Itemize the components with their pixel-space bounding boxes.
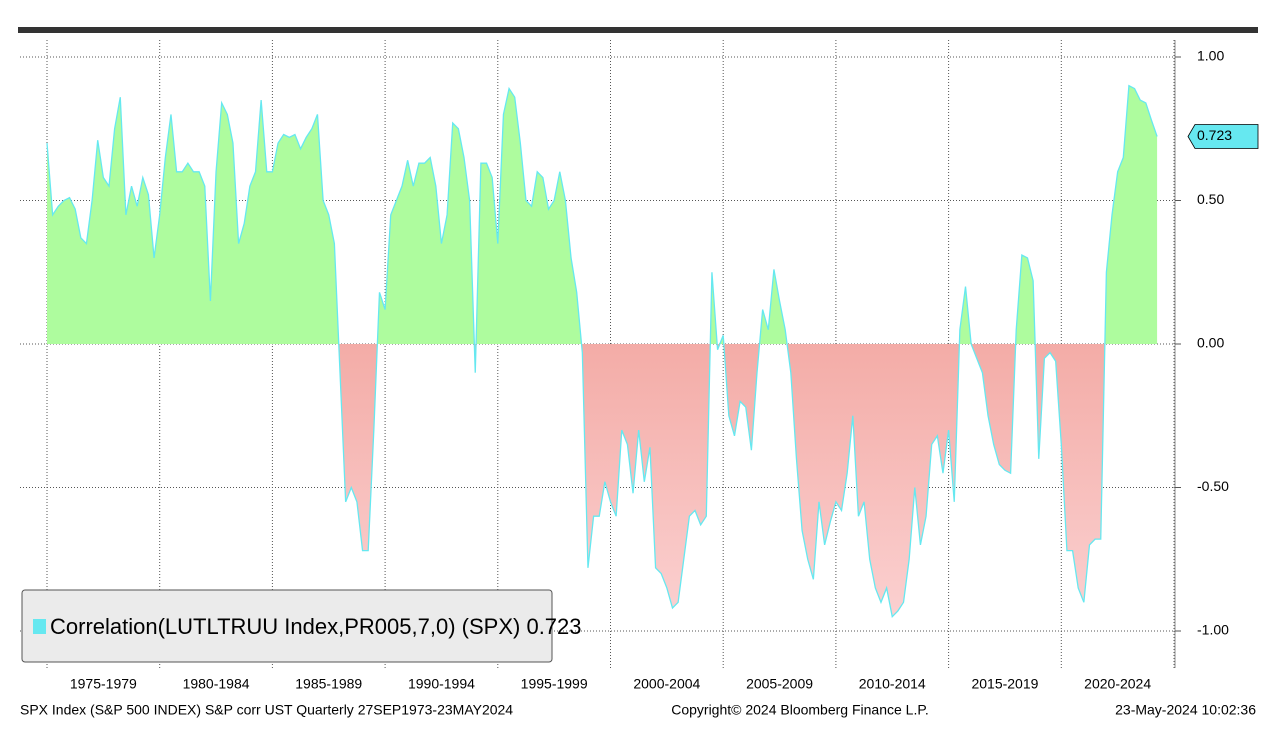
last-value-box xyxy=(1187,124,1259,149)
x-tick-label: 2015-2019 xyxy=(971,676,1038,692)
legend-name: Correlation(LUTLTRUU Index,PR005,7,0) (S… xyxy=(50,614,520,639)
x-tick-label: 2000-2004 xyxy=(633,676,700,692)
y-tick-label: -1.00 xyxy=(1197,622,1229,638)
footer-left: SPX Index (S&P 500 INDEX) S&P corr UST Q… xyxy=(20,702,513,718)
top-bar xyxy=(18,27,1258,33)
y-tick-label: 1.00 xyxy=(1197,48,1224,64)
area-positive xyxy=(47,85,1158,344)
last-value-label: 0.723 xyxy=(1197,127,1232,143)
y-tick-label: -0.50 xyxy=(1197,478,1229,494)
footer-center: Copyright© 2024 Bloomberg Finance L.P. xyxy=(671,702,929,718)
x-tick-label: 1990-1994 xyxy=(408,676,475,692)
x-tick-label: 1975-1979 xyxy=(70,676,137,692)
x-tick-label: 2010-2014 xyxy=(859,676,926,692)
x-tick-label: 1985-1989 xyxy=(295,676,362,692)
legend-swatch xyxy=(33,619,46,634)
y-tick-label: 0.50 xyxy=(1197,191,1224,207)
legend-value: 0.723 xyxy=(526,614,581,639)
legend-text: Correlation(LUTLTRUU Index,PR005,7,0) (S… xyxy=(50,614,582,639)
area-negative xyxy=(47,344,1158,617)
plot: 1975-1979 1980-1984 1985-1989 1990-1994 1995… xyxy=(20,40,1259,692)
legend-box xyxy=(21,589,553,663)
x-tick-label: 2005-2009 xyxy=(746,676,813,692)
x-tick-label: 2020-2024 xyxy=(1084,676,1151,692)
x-tick-label: 1980-1984 xyxy=(183,676,250,692)
x-tick-label: 1995-1999 xyxy=(521,676,588,692)
line xyxy=(46,84,1158,618)
y-tick-label: 0.00 xyxy=(1197,335,1224,351)
footer-right: 23-May-2024 10:02:36 xyxy=(1115,702,1256,718)
legend: Correlation(LUTLTRUU Index,PR005,7,0) (S… xyxy=(21,589,582,663)
